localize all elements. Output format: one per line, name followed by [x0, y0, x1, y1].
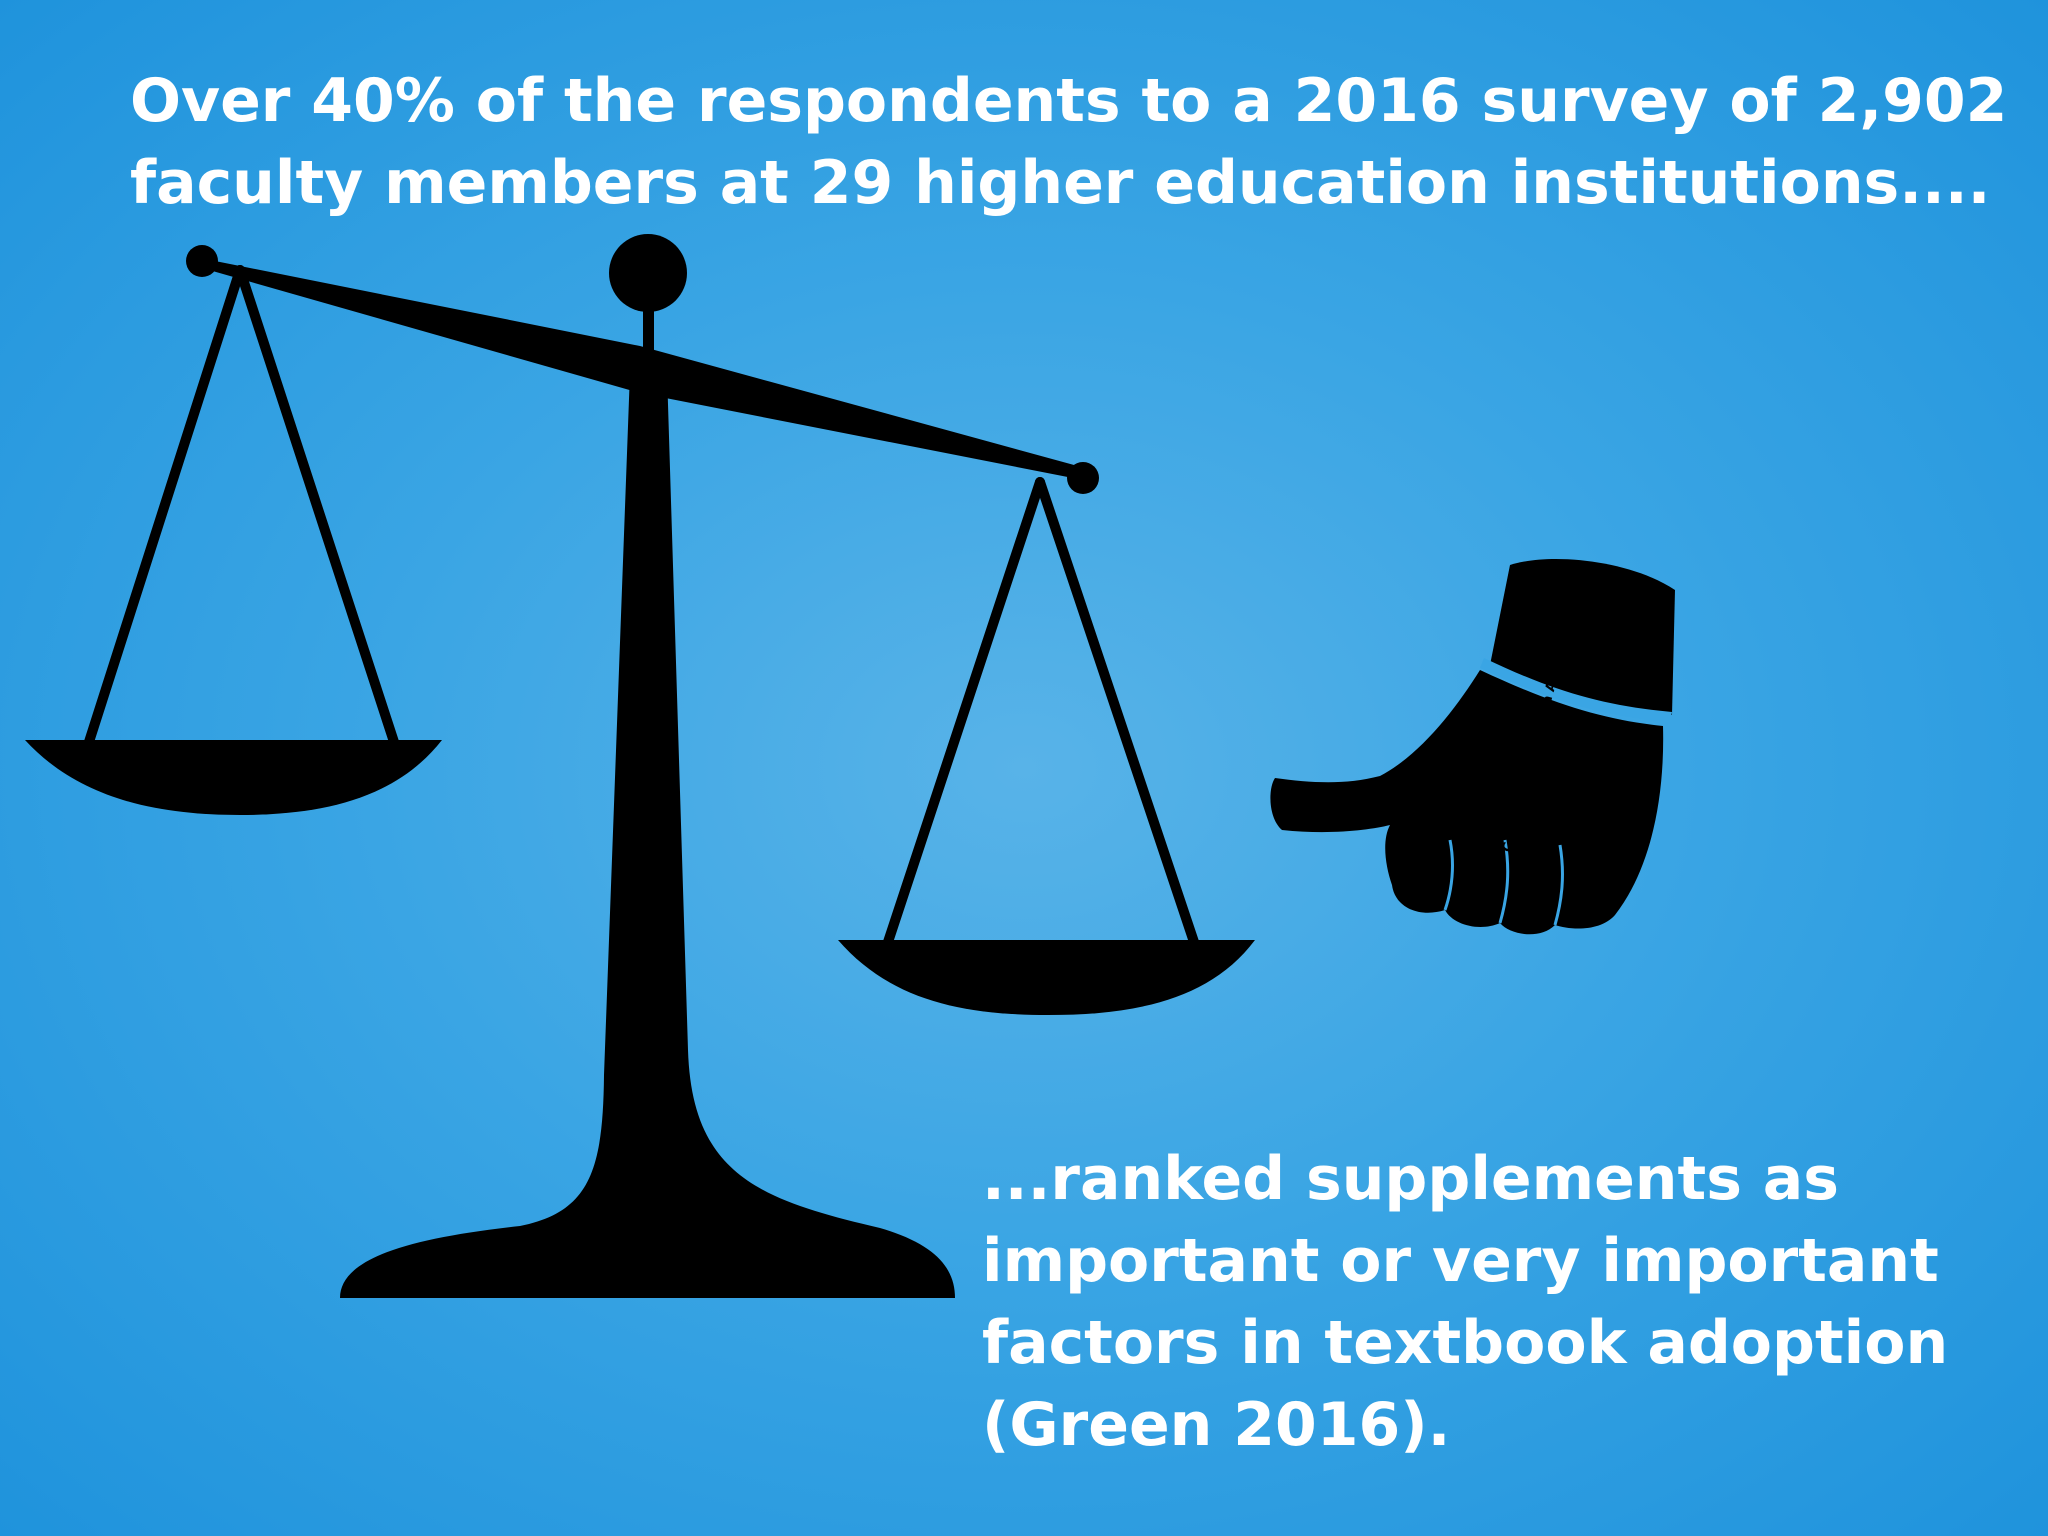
- headline: Over 40% of the respondents to a 2016 su…: [130, 60, 2030, 224]
- thumbs-up-hand-icon: [1270, 558, 1675, 935]
- scale-column: [340, 372, 955, 1298]
- scale-right-string-outer: [882, 477, 1045, 950]
- footer-line-3: factors in textbook adoption: [982, 1308, 1949, 1378]
- scale-left-knob: [186, 245, 218, 277]
- balance-scale-icon: [25, 234, 1255, 1298]
- headline-line-2: faculty members at 29 higher education i…: [130, 148, 1991, 218]
- footer-text: ...ranked supplements as important or ve…: [982, 1138, 2032, 1466]
- scale-right-knob: [1067, 462, 1099, 494]
- footer-line-1: ...ranked supplements as: [982, 1144, 1839, 1214]
- headline-line-1: Over 40% of the respondents to a 2016 su…: [130, 66, 2008, 136]
- scale-finial-neck: [643, 308, 654, 368]
- hand-sleeve: [1490, 558, 1675, 715]
- footer-line-2: important or very important: [982, 1226, 1939, 1296]
- scale-left-string-outer: [83, 265, 245, 750]
- scale-right-string-inner: [1035, 477, 1200, 950]
- scale-beam: [200, 258, 1085, 480]
- hand-fist: [1270, 670, 1664, 935]
- scale-left-string-inner: [235, 265, 400, 750]
- footer-line-4: (Green 2016).: [982, 1390, 1451, 1460]
- scale-right-pan: [838, 940, 1255, 1015]
- scale-left-pan: [25, 740, 442, 815]
- scale-top-finial: [609, 234, 687, 312]
